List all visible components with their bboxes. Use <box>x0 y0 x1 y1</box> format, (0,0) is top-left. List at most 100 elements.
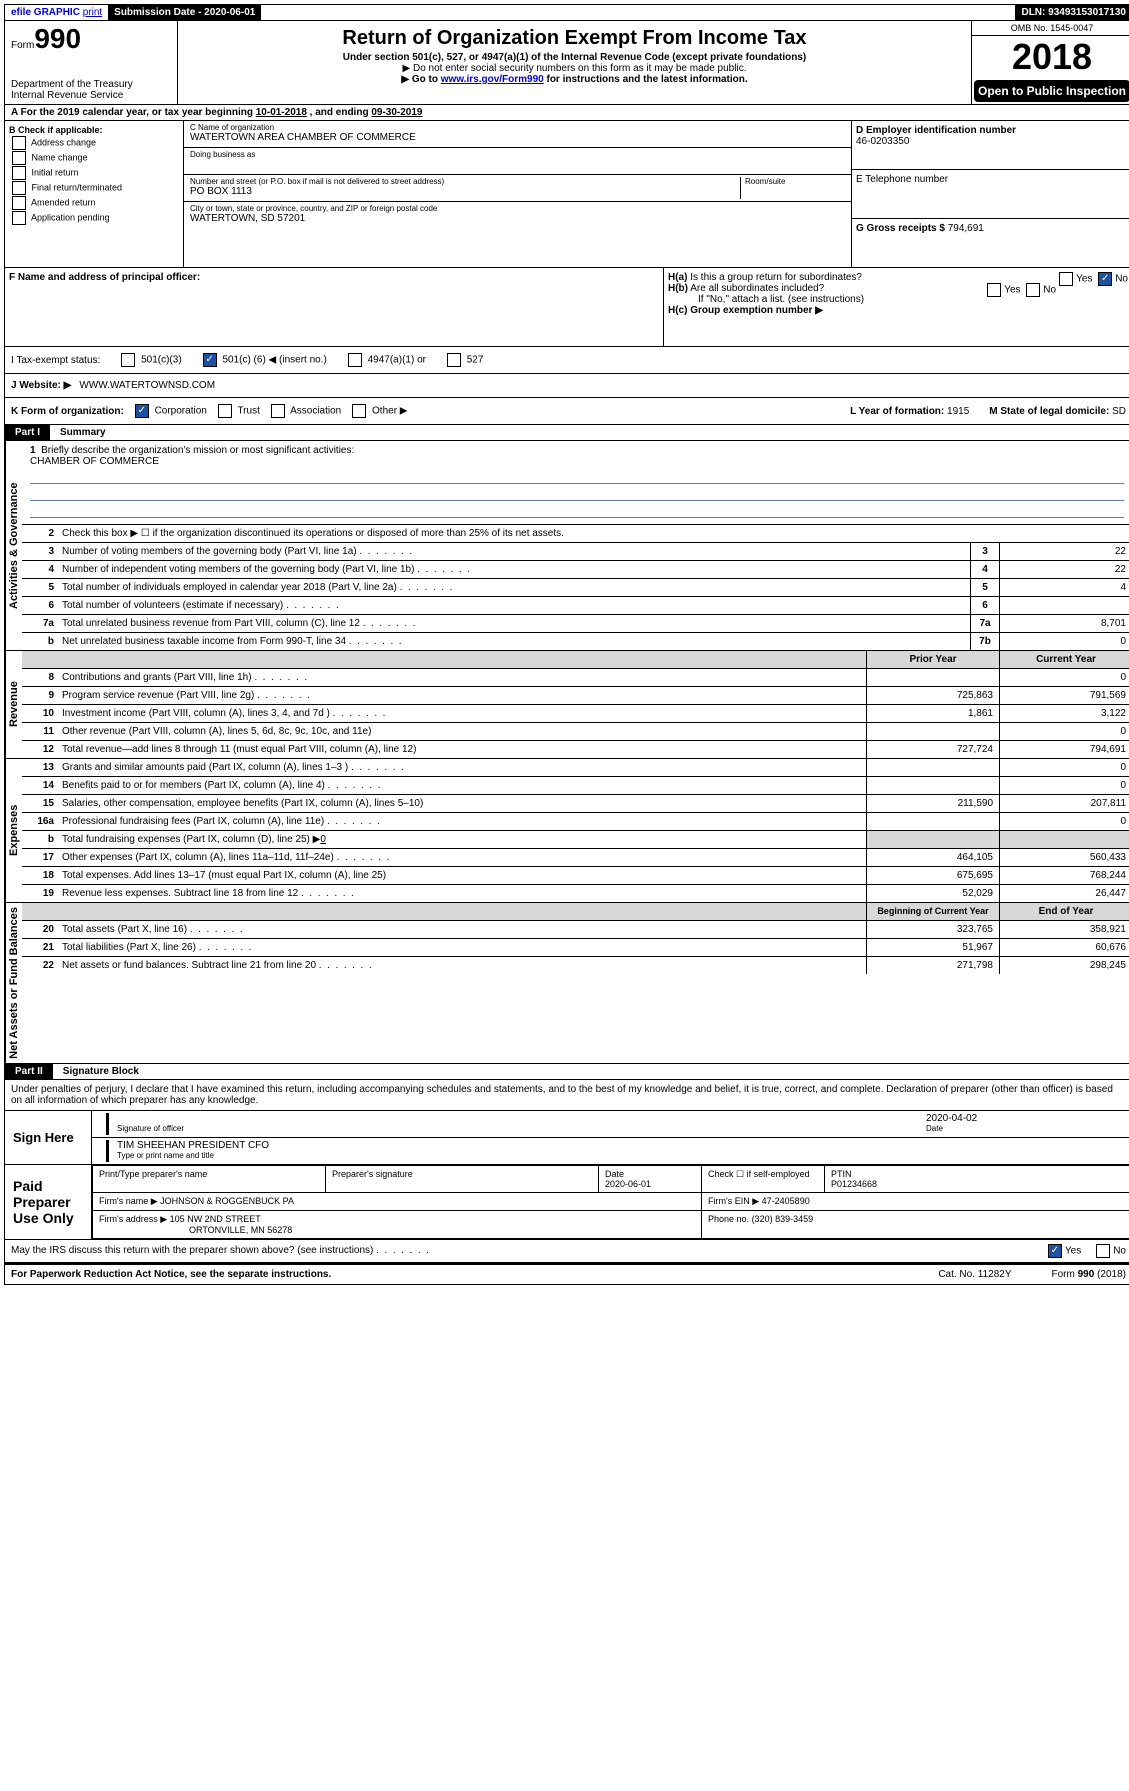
p19: 52,029 <box>866 885 999 902</box>
c14: 0 <box>999 777 1129 794</box>
discuss-yes[interactable]: ✓Yes <box>1045 1244 1081 1258</box>
head-current: Current Year <box>999 651 1129 668</box>
head-end: End of Year <box>999 903 1129 920</box>
year-end: 09-30-2019 <box>371 107 422 118</box>
c15: 207,811 <box>999 795 1129 812</box>
line8: Contributions and grants (Part VIII, lin… <box>58 669 866 686</box>
line22: Net assets or fund balances. Subtract li… <box>58 957 866 974</box>
check-name-change[interactable]: Name change <box>9 151 179 165</box>
firm-phone-label: Phone no. <box>708 1214 749 1224</box>
form-org-label: K Form of organization: <box>11 406 124 417</box>
form-number: 990 <box>34 23 81 54</box>
check-initial-return[interactable]: Initial return <box>9 166 179 180</box>
activities-governance-block: Activities & Governance 1 Briefly descri… <box>4 441 1129 651</box>
head-begin: Beginning of Current Year <box>866 903 999 920</box>
prep-date-label: Date <box>605 1169 624 1179</box>
c20: 358,921 <box>999 921 1129 938</box>
firm-phone: (320) 839-3459 <box>752 1214 814 1224</box>
firm-addr-label: Firm's address ▶ <box>99 1214 167 1224</box>
prep-sig-label: Preparer's signature <box>326 1165 599 1192</box>
line6: Total number of volunteers (estimate if … <box>58 597 970 614</box>
p8 <box>866 669 999 686</box>
part2-header: Part II Signature Block <box>4 1064 1129 1080</box>
val5: 4 <box>999 579 1129 596</box>
omb-number: OMB No. 1545-0047 <box>972 21 1129 36</box>
p16a <box>866 813 999 830</box>
check-other[interactable]: Other ▶ <box>349 404 407 418</box>
c12: 794,691 <box>999 741 1129 758</box>
part1-header: Part I Summary <box>4 425 1129 441</box>
check-address-change[interactable]: Address change <box>9 136 179 150</box>
gross-receipts-label: G Gross receipts $ <box>856 223 945 234</box>
print-link[interactable]: print <box>83 7 102 18</box>
side-activities-gov: Activities & Governance <box>5 441 22 650</box>
val7b: 0 <box>999 633 1129 650</box>
sign-here-section: Sign Here 2020-04-02 Signature of office… <box>4 1111 1129 1165</box>
p21: 51,967 <box>866 939 999 956</box>
check-527[interactable]: 527 <box>444 353 483 367</box>
city-value: WATERTOWN, SD 57201 <box>190 213 845 224</box>
line2: Check this box ▶ ☐ if the organization d… <box>58 525 1129 542</box>
graphic-link[interactable]: GRAPHIC <box>34 7 80 18</box>
ein-label: D Employer identification number <box>856 125 1128 136</box>
check-amended[interactable]: Amended return <box>9 196 179 210</box>
efile-link[interactable]: efile <box>11 7 31 18</box>
ptin-value: P01234668 <box>831 1179 877 1189</box>
phone-label: E Telephone number <box>856 174 1128 185</box>
line5: Total number of individuals employed in … <box>58 579 970 596</box>
ein-value: 46-0203350 <box>856 136 1128 147</box>
state-domicile-label: M State of legal domicile: <box>989 406 1109 417</box>
col-b-label: B Check if applicable: <box>9 125 179 135</box>
dln: DLN: 93493153017130 <box>1015 5 1129 20</box>
part2-title: Signature Block <box>53 1066 139 1077</box>
org-name: WATERTOWN AREA CHAMBER OF COMMERCE <box>190 132 845 143</box>
line3: Number of voting members of the governin… <box>58 543 970 560</box>
officer-label: F Name and address of principal officer: <box>9 272 659 283</box>
cat-no: Cat. No. 11282Y <box>938 1269 1011 1280</box>
check-501c3[interactable]: 501(c)(3) <box>118 353 181 367</box>
section-bcdeg: B Check if applicable: Address change Na… <box>4 121 1129 268</box>
paid-preparer-section: Paid Preparer Use Only Print/Type prepar… <box>4 1165 1129 1240</box>
check-assoc[interactable]: Association <box>268 404 341 418</box>
check-app-pending[interactable]: Application pending <box>9 211 179 225</box>
form-prefix: Form <box>11 40 34 51</box>
c16a: 0 <box>999 813 1129 830</box>
footer-row: For Paperwork Reduction Act Notice, see … <box>4 1263 1129 1285</box>
city-label: City or town, state or province, country… <box>190 204 845 213</box>
check-final-return[interactable]: Final return/terminated <box>9 181 179 195</box>
firm-ein: 47-2405890 <box>762 1196 810 1206</box>
year-begin: 10-01-2018 <box>256 107 307 118</box>
c13: 0 <box>999 759 1129 776</box>
website-value: WWW.WATERTOWNSD.COM <box>79 380 215 391</box>
c22: 298,245 <box>999 957 1129 974</box>
check-4947[interactable]: 4947(a)(1) or <box>345 353 426 367</box>
room-label: Room/suite <box>745 177 845 186</box>
line9: Program service revenue (Part VIII, line… <box>58 687 866 704</box>
check-501c[interactable]: ✓ 501(c) (6) ◀ (insert no.) <box>200 353 327 367</box>
line16a: Professional fundraising fees (Part IX, … <box>58 813 866 830</box>
p20: 323,765 <box>866 921 999 938</box>
submission-date: Submission Date - 2020-06-01 <box>108 5 261 20</box>
dept-treasury: Department of the Treasury Internal Reve… <box>11 79 171 101</box>
discuss-no[interactable]: No <box>1093 1244 1126 1258</box>
val4: 22 <box>999 561 1129 578</box>
check-corp[interactable]: ✓ Corporation <box>132 404 207 418</box>
p10: 1,861 <box>866 705 999 722</box>
hc-label: H(c) Group exemption number ▶ <box>668 305 1128 316</box>
row-j-website: J Website: ▶ WWW.WATERTOWNSD.COM <box>4 374 1129 398</box>
expenses-block: Expenses 13Grants and similar amounts pa… <box>4 759 1129 903</box>
year-formation-label: L Year of formation: <box>850 406 944 417</box>
note-goto: ▶ Go to www.irs.gov/Form990 for instruct… <box>182 74 967 85</box>
mission-label: Briefly describe the organization's miss… <box>41 445 354 456</box>
p15: 211,590 <box>866 795 999 812</box>
p22: 271,798 <box>866 957 999 974</box>
line17: Other expenses (Part IX, column (A), lin… <box>58 849 866 866</box>
p12: 727,724 <box>866 741 999 758</box>
check-trust[interactable]: Trust <box>215 404 260 418</box>
irs-link[interactable]: www.irs.gov/Form990 <box>441 74 544 85</box>
tax-exempt-label: I Tax-exempt status: <box>11 355 100 366</box>
ptin-label: PTIN <box>831 1169 852 1179</box>
line7a: Total unrelated business revenue from Pa… <box>58 615 970 632</box>
c10: 3,122 <box>999 705 1129 722</box>
officer-name: TIM SHEEHAN PRESIDENT CFO <box>117 1140 1126 1151</box>
